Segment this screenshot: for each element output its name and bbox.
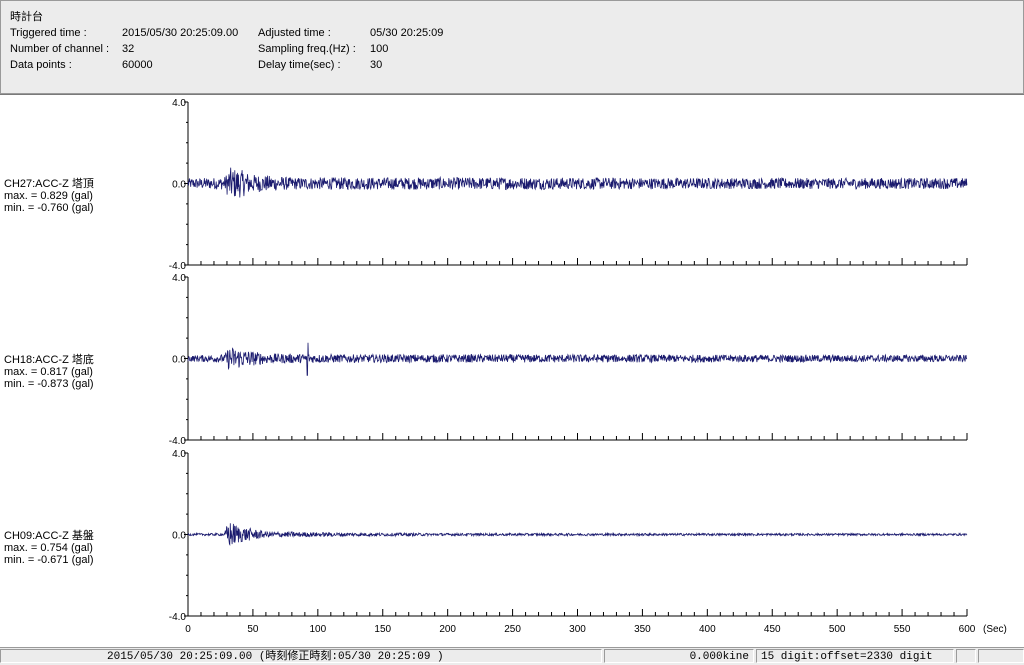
x-tick-label: 350 [634,624,651,635]
sampling-freq-value: 100 [370,43,389,55]
x-tick-label: 150 [374,624,391,635]
x-tick-label: 200 [439,624,456,635]
status-extra-2 [978,649,1024,663]
y-tick-label: -4.0 [169,612,187,623]
y-tick-label: 4.0 [172,98,186,109]
waveform-plots: 4.00.0-4.04.00.0-4.04.00.0-4.00 50 100 150 2… [169,98,1007,635]
status-bar: 2015/05/30 20:25:09.00 (時刻修正時刻:05/30 20:… [0,647,1024,665]
station-title: 時計台 [10,11,43,23]
adjusted-time-label: Adjusted time : [258,27,331,39]
x-tick-label: 0 [185,624,191,635]
channel-count-label: Number of channel : [10,43,110,55]
delay-time-value: 30 [370,59,383,71]
sampling-freq-label: Sampling freq.(Hz) : [258,43,356,55]
channel-max-ch27: max. = 0.829 (gal) [4,190,93,202]
panel-0: 4.0 0.0 -4.0 [169,98,968,272]
waveform-trace [187,342,968,376]
x-tick-label: 450 [764,624,781,635]
x-tick-label: 250 [504,624,521,635]
x-tick-label: 100 [309,624,326,635]
triggered-time-value: 2015/05/30 20:25:09.00 [122,27,239,39]
x-tick-label: 50 [247,624,259,635]
data-points-label: Data points : [10,59,72,71]
data-points-value: 60000 [122,59,153,71]
y-tick-label: 0.0 [172,180,186,191]
panel-2: 4.0 0.0 -4.00 50 100 150 200 250 300 350 400 450 500… [169,449,1007,635]
y-tick-label: 0.0 [172,531,186,542]
delay-time-label: Delay time(sec) : [258,59,341,71]
status-velocity: 0.000kine [604,649,754,663]
channel-name-ch18: CH18:ACC-Z 塔底 [4,354,94,366]
x-tick-label: 550 [894,624,911,635]
channel-min-ch27: min. = -0.760 (gal) [4,202,94,214]
y-tick-label: -4.0 [169,261,187,272]
x-tick-label: 300 [569,624,586,635]
info-header: 時計台 Triggered time : 2015/05/30 20:25:09… [0,0,1024,94]
waveform-trace [187,167,968,198]
channel-count-value: 32 [122,43,135,55]
y-tick-label: 4.0 [172,449,186,460]
channel-min-ch09: min. = -0.671 (gal) [4,554,94,566]
adjusted-time-value: 05/30 20:25:09 [370,27,444,39]
y-tick-label: 0.0 [172,355,186,366]
x-unit-label: (Sec) [983,624,1007,635]
waveform-trace [187,523,968,547]
channel-max-ch09: max. = 0.754 (gal) [4,542,93,554]
status-digit: 15 digit:offset=2330 digit [756,649,954,663]
status-extra-1 [956,649,976,663]
triggered-time-label: Triggered time : [10,27,87,39]
status-time: 2015/05/30 20:25:09.00 (時刻修正時刻:05/30 20:… [0,649,602,663]
channel-min-ch18: min. = -0.873 (gal) [4,378,94,390]
waveform-plot-area[interactable]: 4.0 0.0 -4.0 4.0 0.0 -4.0 4.0 0.0 -4.0 0 50 100 150 2… [0,94,1024,648]
channel-max-ch18: max. = 0.817 (gal) [4,366,93,378]
x-tick-label: 500 [829,624,846,635]
y-tick-label: 4.0 [172,273,186,284]
x-tick-label: 600 [959,624,976,635]
channel-name-ch09: CH09:ACC-Z 基盤 [4,530,94,542]
channel-name-ch27: CH27:ACC-Z 塔頂 [4,178,94,190]
panel-1: 4.0 0.0 -4.0 [169,273,968,447]
x-tick-label: 400 [699,624,716,635]
y-tick-label: -4.0 [169,436,187,447]
